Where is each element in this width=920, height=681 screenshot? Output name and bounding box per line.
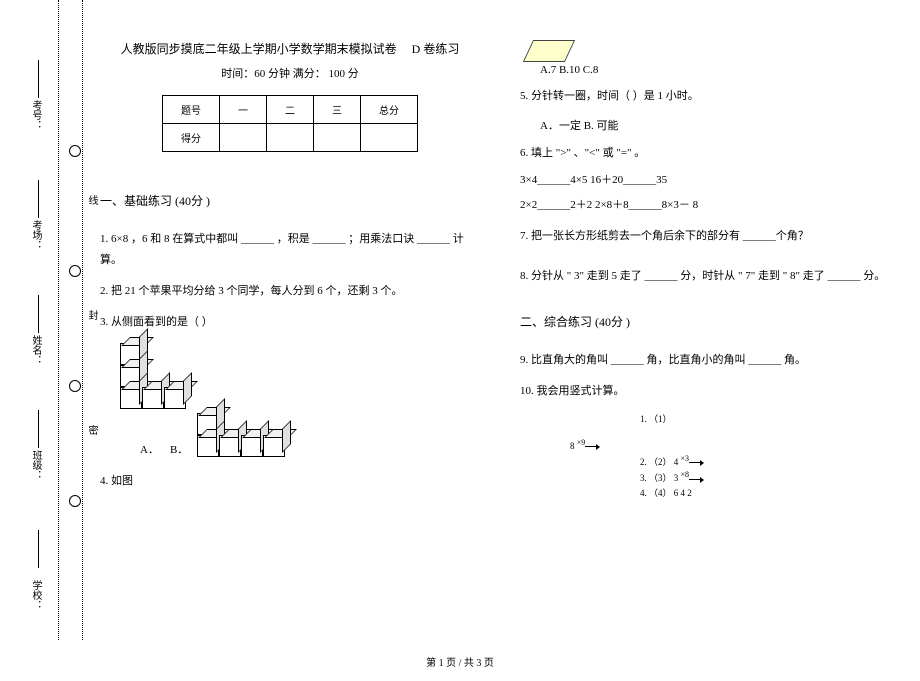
line-exam-id <box>38 60 39 98</box>
question-2: 2. 把 21 个苹果平均分给 3 个同学，每人分到 6 个，还剩 3 个。 <box>100 281 480 302</box>
arrow-icon-3 <box>689 479 703 480</box>
exam-title: 人教版同步摸底二年级上学期小学数学期末模拟试卷 D 卷练习 <box>100 40 480 57</box>
question-5: 5. 分针转一圈，时间（ ）是 1 小时。 <box>520 86 900 107</box>
sub-1m: 8 ×9 <box>570 437 900 453</box>
title-variant: D 卷练习 <box>412 42 460 56</box>
label-room: 考场： <box>28 220 43 250</box>
circle-marker-3 <box>69 380 81 392</box>
circle-marker-1 <box>69 145 81 157</box>
opt-a-label: A． <box>140 444 159 456</box>
q6-line2: 2×2______2＋2 2×8＋8______8×3－ 8 <box>520 195 900 216</box>
score-cell-total <box>361 124 418 152</box>
q3-options: A． B． <box>140 413 480 457</box>
exam-subtitle: 时间：60 分钟 满分： 100 分 <box>100 65 480 81</box>
right-column: A.7 B.10 C.8 5. 分针转一圈，时间（ ）是 1 小时。 A．一定 … <box>520 40 900 501</box>
page-footer: 第 1 页 / 共 3 页 <box>0 654 920 669</box>
parallelogram-figure <box>523 40 575 62</box>
question-6: 6. 填上 ">" 、"<" 或 "=" 。 <box>520 143 900 164</box>
section1-head: 一、基础练习 (40分 ) <box>100 192 480 209</box>
question-1: 1. 6×8 ，6 和 8 在算式中都叫 ______ ，积是 ______ ；… <box>100 229 480 271</box>
line-class <box>38 410 39 448</box>
question-8: 8. 分针从 " 3" 走到 5 走了 ______ 分，时针从 " 7" 走到… <box>520 266 900 287</box>
score-cell-1 <box>220 124 267 152</box>
sub-3: 3. （3） 3 ×8 <box>640 469 900 485</box>
label-school: 学校： <box>28 580 43 610</box>
th-1: 一 <box>220 96 267 124</box>
marker-mi: 密 <box>84 425 99 435</box>
binding-sidebar: 考号： 考场： 线 姓名： 封 班级： 密 学校： <box>20 0 50 640</box>
label-class: 班级： <box>28 450 43 480</box>
q5-options: A．一定 B. 可能 <box>540 117 900 133</box>
sub2-text: 2. （2） 4 <box>640 457 678 467</box>
row-score-label: 得分 <box>163 124 220 152</box>
score-table: 题号 一 二 三 总分 得分 <box>162 95 418 152</box>
q4-options: A.7 B.10 C.8 <box>540 64 900 76</box>
binding-edge <box>58 0 83 640</box>
marker-xian: 线 <box>84 195 99 205</box>
line-school <box>38 530 39 568</box>
question-4: 4. 如图 <box>100 471 480 492</box>
question-10: 10. 我会用竖式计算。 <box>520 381 900 402</box>
marker-feng: 封 <box>84 310 99 320</box>
arrow-icon <box>585 446 599 447</box>
title-main: 人教版同步摸底二年级上学期小学数学期末模拟试卷 <box>121 42 397 56</box>
question-3: 3. 从侧面看到的是（ ） <box>100 312 480 333</box>
score-cell-2 <box>267 124 314 152</box>
line-room <box>38 180 39 218</box>
q6-line1: 3×4______4×5 16＋20______35 <box>520 170 900 191</box>
cube-figure-b <box>197 413 285 457</box>
question-7: 7. 把一张长方形纸剪去一个角后余下的部分有 ______个角？ <box>520 226 900 247</box>
sub4-text: 4. （4） 6 4 2 <box>640 488 692 498</box>
opt-b-label: B． <box>170 444 188 456</box>
label-exam-id: 考号： <box>28 100 43 130</box>
th-3: 三 <box>314 96 361 124</box>
line-name <box>38 295 39 333</box>
circle-marker-2 <box>69 265 81 277</box>
arrow-icon-2 <box>689 462 703 463</box>
section2-head: 二、综合练习 (40分 ) <box>520 313 900 330</box>
score-cell-3 <box>314 124 361 152</box>
sub-4: 4. （4） 6 4 2 <box>640 486 900 500</box>
sub-1: 1. （1） <box>640 412 900 426</box>
sub1m-num: 8 <box>570 441 575 451</box>
left-column: 人教版同步摸底二年级上学期小学数学期末模拟试卷 D 卷练习 时间：60 分钟 满… <box>100 40 480 501</box>
th-2: 二 <box>267 96 314 124</box>
sub3-text: 3. （3） 3 <box>640 473 678 483</box>
th-total: 总分 <box>361 96 418 124</box>
sub-2: 2. （2） 4 ×3 <box>640 453 900 469</box>
cube-figure-a <box>120 343 480 409</box>
question-9: 9. 比直角大的角叫 ______ 角，比直角小的角叫 ______ 角。 <box>520 350 900 371</box>
label-name: 姓名： <box>28 335 43 365</box>
page-body: 人教版同步摸底二年级上学期小学数学期末模拟试卷 D 卷练习 时间：60 分钟 满… <box>100 40 900 501</box>
circle-marker-4 <box>69 495 81 507</box>
th-label: 题号 <box>163 96 220 124</box>
